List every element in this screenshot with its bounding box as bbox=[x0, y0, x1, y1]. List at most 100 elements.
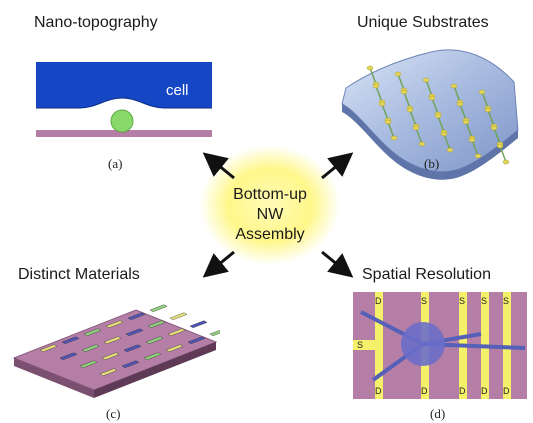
substrate-nanowire-11 bbox=[381, 103, 389, 121]
material-rod-17 bbox=[167, 328, 186, 337]
nanowire-contact-13-1 bbox=[434, 113, 442, 119]
material-rod-8 bbox=[81, 344, 100, 353]
label-s-top-2: S bbox=[421, 296, 427, 306]
material-rod-10 bbox=[125, 328, 144, 337]
substrate-nanowire-7 bbox=[403, 91, 411, 109]
material-rod-13 bbox=[79, 360, 98, 369]
nanowire-contact-16-1 bbox=[384, 119, 392, 125]
substrate-nanowire-19 bbox=[471, 139, 479, 157]
arrow-to-b bbox=[321, 152, 354, 180]
material-rod-4 bbox=[105, 320, 124, 329]
nanowire-contact-4-1 bbox=[450, 83, 458, 89]
cell-label: cell bbox=[166, 82, 189, 99]
substrate-nanowire-18 bbox=[443, 133, 451, 151]
nanowire-contact-18-2 bbox=[446, 147, 454, 153]
title-nano-topography: Nano-topography bbox=[34, 14, 158, 31]
center-glow bbox=[200, 145, 340, 265]
material-rod-19 bbox=[99, 368, 118, 377]
slab-front bbox=[14, 358, 94, 398]
title-spatial-resolution: Spatial Resolution bbox=[362, 266, 491, 283]
substrate-nanowire-2 bbox=[397, 73, 405, 91]
substrate-nanowire-6 bbox=[375, 85, 383, 103]
center-line-3: Assembly bbox=[235, 226, 305, 243]
arrow-to-c bbox=[202, 250, 235, 278]
center-line-1: Bottom-up bbox=[233, 186, 307, 203]
cell-body bbox=[36, 62, 212, 108]
panel-c-materials bbox=[12, 304, 220, 398]
caption-b: (b) bbox=[424, 156, 440, 171]
substrate-nanowire-20 bbox=[499, 145, 507, 163]
arrow-to-d bbox=[321, 250, 354, 278]
nanowire-contact-10-1 bbox=[484, 107, 492, 113]
title-unique-substrates: Unique Substrates bbox=[357, 14, 489, 31]
caption-a: (a) bbox=[108, 156, 123, 171]
nanowire-contact-20-1 bbox=[496, 143, 504, 149]
nanowire-contact-19-2 bbox=[474, 153, 482, 159]
caption-d: (d) bbox=[430, 406, 446, 421]
nanowire-contact-2-1 bbox=[394, 71, 402, 77]
nanowire-contact-20-2 bbox=[502, 159, 510, 165]
neuron-cell-body bbox=[401, 322, 445, 366]
material-rod-2 bbox=[61, 336, 80, 345]
nanowire-contact-15-1 bbox=[490, 125, 498, 131]
label-s-top-3: S bbox=[459, 296, 465, 306]
substrate-nanowire-10 bbox=[487, 109, 495, 127]
label-d-bottom-5: D bbox=[503, 386, 510, 396]
substrate-nanowire-8 bbox=[431, 97, 439, 115]
substrate-nanowire-13 bbox=[437, 115, 445, 133]
substrate-nanowire-14 bbox=[465, 121, 473, 139]
nanowire-contact-9-1 bbox=[456, 101, 464, 107]
material-rod-23 bbox=[187, 336, 206, 345]
title-distinct-materials: Distinct Materials bbox=[18, 266, 140, 283]
material-rod-7 bbox=[59, 352, 78, 361]
material-rod-20 bbox=[121, 360, 140, 369]
substrate-nanowire-5 bbox=[481, 91, 489, 109]
caption-c: (c) bbox=[106, 406, 121, 421]
material-rod-3 bbox=[83, 328, 102, 337]
substrate-nanowire-15 bbox=[493, 127, 501, 145]
nanowire-contact-5-1 bbox=[478, 89, 486, 95]
nanowire-contact-17-1 bbox=[412, 125, 420, 131]
label-d-bottom-1: D bbox=[375, 386, 382, 396]
substrate-strip bbox=[36, 130, 212, 137]
material-rod-15 bbox=[123, 344, 142, 353]
material-rod-21 bbox=[143, 352, 162, 361]
panel-b-flexible-substrate bbox=[341, 49, 519, 180]
substrate-nanowires bbox=[366, 65, 510, 165]
nanowire-contact-11-1 bbox=[378, 101, 386, 107]
nanowire-contact-19-1 bbox=[468, 137, 476, 143]
panel-d-electrode-array: D S S S S S D D D D D bbox=[353, 292, 527, 399]
substrate-nanowire-16 bbox=[387, 121, 395, 139]
nanowire-contact-8-1 bbox=[428, 95, 436, 101]
substrate-nanowire-9 bbox=[459, 103, 467, 121]
center-line-2: NW bbox=[256, 206, 284, 223]
material-rod-5 bbox=[127, 312, 146, 321]
substrate-nanowire-17 bbox=[415, 127, 423, 145]
nanowire-contact-18-1 bbox=[440, 131, 448, 137]
label-d-top-1: D bbox=[375, 296, 382, 306]
nanowire-contact-16-2 bbox=[390, 135, 398, 141]
substrate-nanowire-1 bbox=[369, 67, 377, 85]
label-s-side: S bbox=[357, 340, 363, 350]
material-rod-12 bbox=[169, 312, 188, 321]
material-nanowires bbox=[39, 304, 220, 377]
material-rod-16 bbox=[145, 336, 164, 345]
side-electrode bbox=[353, 340, 379, 350]
material-rod-24 bbox=[209, 329, 220, 337]
label-d-bottom-4: D bbox=[481, 386, 488, 396]
material-rod-1 bbox=[39, 344, 58, 353]
nanowire-contact-17-2 bbox=[418, 141, 426, 147]
material-rod-9 bbox=[103, 336, 122, 345]
nanowire-contact-14-1 bbox=[462, 119, 470, 125]
substrate-nanowire-3 bbox=[425, 79, 433, 97]
nanowire-contact-7-1 bbox=[400, 89, 408, 95]
material-rod-22 bbox=[165, 344, 184, 353]
nanowire-contact-6-1 bbox=[372, 83, 380, 89]
material-rod-6 bbox=[149, 304, 168, 313]
nanowire-cross-section bbox=[110, 109, 134, 133]
nanowire-contact-1-1 bbox=[366, 65, 374, 71]
substrate-nanowire-12 bbox=[409, 109, 417, 127]
substrate-nanowire-4 bbox=[453, 85, 461, 103]
